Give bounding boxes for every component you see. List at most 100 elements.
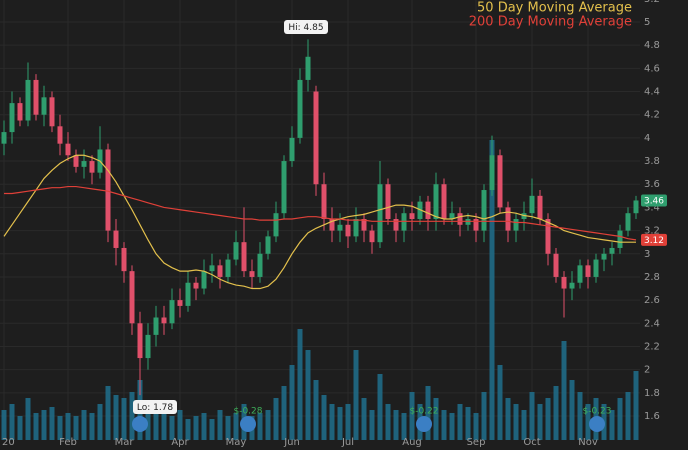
candle-body bbox=[169, 300, 175, 324]
y-tick-label: 2.2 bbox=[644, 341, 660, 352]
volume-bar bbox=[145, 404, 151, 440]
y-tick-label: 3.4 bbox=[644, 202, 660, 213]
candle-body bbox=[473, 219, 479, 231]
volume-bar bbox=[617, 398, 623, 440]
volume-bar bbox=[329, 404, 335, 440]
annotation: Hi: 4.85 bbox=[288, 23, 323, 33]
volume-bar bbox=[473, 413, 479, 440]
candle-body bbox=[73, 155, 79, 167]
volume-bar bbox=[513, 404, 519, 440]
candle-body bbox=[1, 132, 7, 144]
y-tick-label: 3.8 bbox=[644, 156, 660, 167]
volume-bar bbox=[441, 410, 447, 440]
volume-bar bbox=[169, 416, 175, 440]
candle-body bbox=[625, 213, 631, 231]
candle-body bbox=[289, 137, 295, 162]
volume-bar bbox=[209, 419, 215, 440]
candle-body bbox=[121, 247, 127, 272]
candle-body bbox=[369, 230, 375, 243]
volume-bar bbox=[481, 392, 487, 440]
y-tick-label: 5 bbox=[644, 17, 650, 28]
candle-body bbox=[377, 184, 383, 243]
candle-body bbox=[17, 103, 23, 121]
earnings-icon[interactable] bbox=[589, 416, 605, 432]
volume-bar bbox=[505, 398, 511, 440]
volume-bar bbox=[457, 404, 463, 440]
volume-bar bbox=[225, 416, 231, 440]
volume-bar bbox=[577, 392, 583, 440]
volume-bar bbox=[633, 371, 639, 440]
candle-body bbox=[505, 207, 511, 231]
y-tick-label: 1.6 bbox=[644, 411, 660, 422]
candle-body bbox=[41, 97, 47, 115]
volume-bar bbox=[401, 413, 407, 440]
candle-body bbox=[161, 317, 167, 324]
earnings-label: $-0.28 bbox=[233, 407, 262, 417]
candle-body bbox=[593, 259, 599, 277]
volume-bar bbox=[609, 410, 615, 440]
candle-body bbox=[529, 195, 535, 214]
volume-bar bbox=[409, 392, 415, 440]
earnings-icon[interactable] bbox=[132, 416, 148, 432]
candle-body bbox=[33, 79, 39, 115]
x-tick-label: Oct bbox=[523, 437, 540, 448]
candle-body bbox=[257, 253, 263, 277]
annotation: Lo: 1.78 bbox=[137, 403, 174, 413]
y-tick-label: 5.2 bbox=[644, 0, 660, 5]
candle-body bbox=[105, 149, 111, 231]
candle-body bbox=[345, 224, 351, 237]
candle-body bbox=[225, 259, 231, 277]
y-tick-label: 4.4 bbox=[644, 87, 660, 98]
candle-body bbox=[249, 271, 255, 277]
volume-bar bbox=[1, 410, 7, 440]
y-tick-label: 4.6 bbox=[644, 63, 660, 74]
x-tick-label: Sep bbox=[467, 437, 486, 448]
price-badge-label: 3.46 bbox=[644, 196, 664, 206]
x-tick-label: Mar bbox=[115, 437, 135, 448]
x-tick-label: Nov bbox=[578, 437, 598, 448]
candle-body bbox=[385, 184, 391, 219]
candle-body bbox=[449, 213, 455, 219]
candle-body bbox=[153, 317, 159, 335]
x-tick-label: May bbox=[226, 437, 247, 448]
volume-bar bbox=[353, 350, 359, 440]
y-tick-label: 3 bbox=[644, 249, 650, 260]
earnings-icon[interactable] bbox=[240, 416, 256, 432]
candle-body bbox=[273, 213, 279, 237]
volume-bar bbox=[177, 410, 183, 440]
volume-bar bbox=[545, 398, 551, 440]
candle-body bbox=[49, 97, 55, 127]
candle-body bbox=[561, 276, 567, 289]
y-tick-label: 3.2 bbox=[644, 226, 660, 237]
candle-body bbox=[553, 253, 559, 277]
candle-body bbox=[441, 184, 447, 219]
candle-body bbox=[113, 230, 119, 248]
volume-bar bbox=[569, 380, 575, 440]
candle-body bbox=[145, 334, 151, 359]
earnings-icon[interactable] bbox=[416, 416, 432, 432]
price-badge bbox=[641, 233, 667, 246]
volume-bar bbox=[561, 341, 567, 440]
volume-bar bbox=[33, 413, 39, 440]
candle-body bbox=[185, 282, 191, 306]
x-tick-label: Jul bbox=[341, 437, 354, 448]
candle-body bbox=[241, 242, 247, 272]
volume-bar bbox=[217, 410, 223, 440]
volume-bar bbox=[585, 404, 591, 440]
candle-body bbox=[329, 219, 335, 231]
y-tick-label: 2.8 bbox=[644, 272, 660, 283]
candle-body bbox=[233, 242, 239, 260]
moving-average-line bbox=[4, 185, 637, 241]
earnings-label: $-0.23 bbox=[582, 407, 611, 417]
candle-body bbox=[457, 213, 463, 225]
volume-bar bbox=[433, 398, 439, 440]
candle-body bbox=[209, 265, 215, 272]
annotation-box bbox=[133, 400, 177, 414]
candle-body bbox=[433, 184, 439, 219]
volume-bar bbox=[393, 410, 399, 440]
volume-bar bbox=[65, 413, 71, 440]
volume-bar bbox=[17, 416, 23, 440]
volume-bar bbox=[193, 416, 199, 440]
candle-body bbox=[265, 236, 271, 254]
